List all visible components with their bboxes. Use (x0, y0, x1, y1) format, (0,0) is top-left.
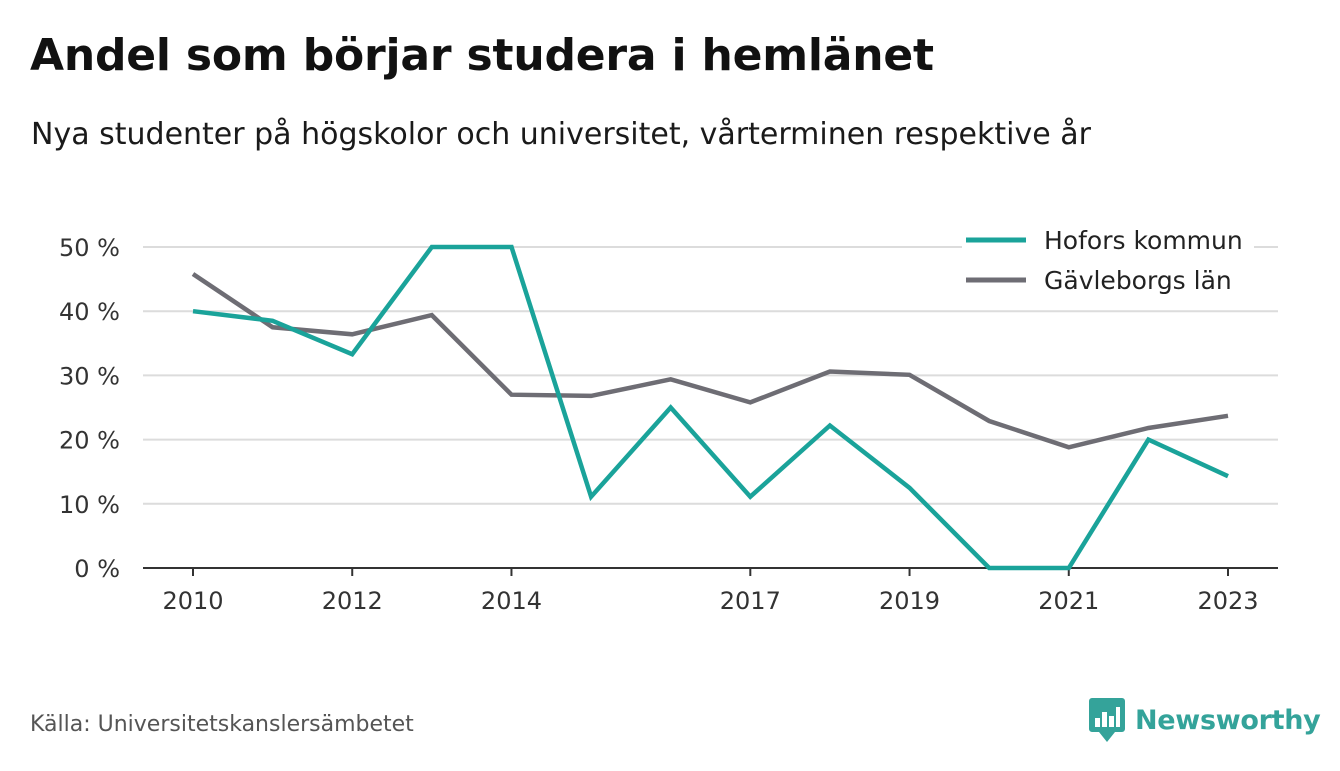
x-tick-label: 2017 (720, 587, 781, 615)
y-tick-label: 10 % (59, 491, 120, 519)
series-line-1 (191, 272, 1229, 450)
legend-label: Gävleborgs län (1044, 266, 1232, 295)
series-lines (191, 244, 1229, 571)
x-tick-label: 2010 (162, 587, 223, 615)
newsworthy-logo-icon (1089, 698, 1125, 742)
x-tick-label: 2023 (1197, 587, 1258, 615)
chart-subtitle: Nya studenter på högskolor och universit… (31, 117, 1091, 152)
chart-title: Andel som börjar studera i hemlänet (30, 30, 934, 81)
source-note: Källa: Universitetskanslersämbetet (30, 712, 414, 737)
y-tick-label: 0 % (74, 555, 120, 583)
brand-name: Newsworthy (1135, 704, 1321, 736)
x-tick-label: 2021 (1038, 587, 1099, 615)
legend: Hofors kommun Gävleborgs län (962, 222, 1254, 296)
y-tick-label: 30 % (59, 362, 120, 390)
y-tick-label: 40 % (59, 298, 120, 326)
legend-label: Hofors kommun (1044, 226, 1243, 255)
x-tick-label: 2012 (322, 587, 383, 615)
axes: 0 % 10 % 20 % 30 % 40 % 50 % 2010 2012 2014 2017 2… (59, 234, 1278, 615)
brand-logo: Newsworthy (1089, 697, 1321, 743)
x-tick-label: 2019 (879, 587, 940, 615)
series-line-0 (192, 244, 1229, 571)
y-tick-label: 20 % (59, 427, 120, 455)
y-tick-label: 50 % (59, 234, 120, 262)
x-tick-label: 2014 (481, 587, 542, 615)
